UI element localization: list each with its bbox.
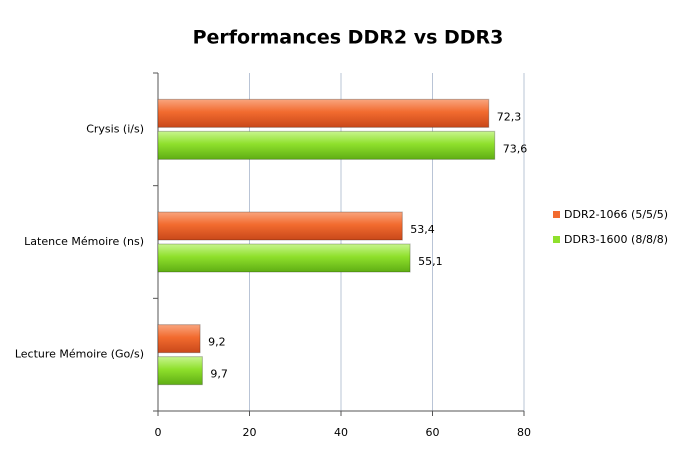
value-label: 53,4 — [410, 223, 435, 236]
value-label: 55,1 — [418, 255, 443, 268]
x-tick-label: 20 — [243, 426, 257, 439]
bar — [157, 356, 203, 386]
bar — [157, 243, 411, 273]
legend-swatch — [553, 211, 560, 218]
x-tick-label: 80 — [517, 426, 531, 439]
value-label: 9,7 — [210, 368, 228, 381]
y-tick-label: Lecture Mémoire (Go/s) — [15, 348, 144, 361]
y-tick-label: Crysis (i/s) — [86, 122, 144, 135]
chart-title: Performances DDR2 vs DDR3 — [193, 27, 504, 49]
legend-label: DDR3-1600 (8/8/8) — [564, 233, 668, 246]
value-label: 9,2 — [208, 336, 226, 349]
legend-label: DDR2-1066 (5/5/5) — [564, 208, 668, 221]
x-tick-label: 40 — [334, 426, 348, 439]
bar — [157, 130, 496, 160]
value-label: 73,6 — [503, 142, 527, 155]
legend-swatch — [553, 236, 560, 243]
value-label: 72,3 — [497, 110, 521, 123]
bar — [157, 98, 490, 128]
bar — [157, 211, 403, 241]
bar — [157, 324, 201, 354]
x-tick-label: 0 — [155, 426, 162, 439]
x-tick-label: 60 — [426, 426, 440, 439]
y-tick-label: Latence Mémoire (ns) — [24, 235, 144, 248]
